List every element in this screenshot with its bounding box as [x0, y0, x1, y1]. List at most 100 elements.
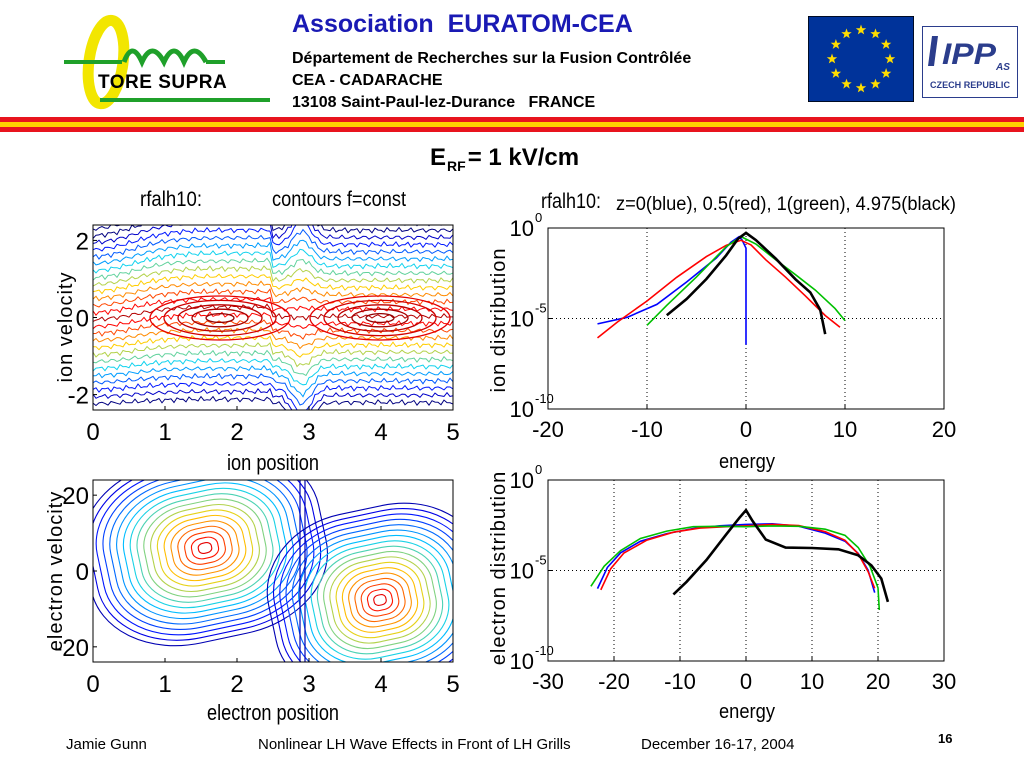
ion-contour-line	[93, 334, 453, 358]
eu-star-icon	[880, 68, 892, 78]
ion-contour-core	[323, 299, 437, 337]
ion-dist-y-tick-label: 10	[510, 307, 534, 332]
ion-dist-x-tick-label: -20	[532, 417, 564, 442]
electron-contour-loop	[298, 529, 453, 662]
ion-dist-x-tick-label: 0	[740, 417, 752, 442]
ion-dist-y-tick-exponent: -10	[535, 391, 554, 406]
ion-contour-core	[163, 299, 277, 337]
x-tick-label: 0	[86, 671, 99, 698]
x-tick-label: 0	[86, 419, 99, 446]
ion-contour-line	[93, 387, 453, 410]
x-tick-label: 5	[446, 419, 459, 446]
electron-contour-loop	[170, 520, 240, 576]
electron-contour-loop	[360, 583, 400, 617]
electron-contour-loop	[177, 525, 233, 571]
ion-contour-ylabel: ion velocity	[55, 272, 77, 383]
ipp-logo-text: IPP	[942, 38, 997, 71]
electron-contour-loop	[279, 513, 453, 662]
electron-contour-loop	[93, 480, 328, 647]
ion-contour-line	[93, 280, 453, 302]
electron-dist-x-tick-label: 30	[932, 669, 956, 694]
ion-dist-y-tick-exponent: 0	[535, 210, 542, 225]
x-tick-label: 1	[158, 671, 171, 698]
address-line: 13108 Saint-Paul-lez-Durance FRANCE	[292, 94, 596, 111]
electron-contour-loop	[266, 502, 453, 662]
ion-contour-line	[93, 311, 453, 330]
electron-dist-ylabel: electron distribution	[488, 471, 510, 665]
ion-contour-core	[191, 308, 249, 328]
electron-contour-separatrix	[299, 480, 306, 662]
ipp-logo-country: CZECH REPUBLIC	[930, 80, 1010, 90]
x-tick-label: 1	[158, 419, 171, 446]
electron-dist-series-line	[600, 523, 876, 591]
x-tick-label: 2	[230, 419, 243, 446]
electron-contour-field	[93, 480, 453, 662]
eu-star-icon	[826, 53, 838, 64]
electron-contour-loop	[143, 498, 267, 598]
eu-star-icon	[884, 53, 896, 64]
eu-star-icon	[870, 28, 881, 39]
header-stripe-yellow	[0, 122, 1024, 127]
ion-dist-title: rfalh10:	[541, 190, 601, 213]
x-tick-label: 2	[230, 671, 243, 698]
header-stripe-red	[0, 117, 1024, 122]
electron-contour-loop	[310, 540, 450, 660]
electron-contour-loop	[335, 561, 425, 639]
tore-supra-logo	[64, 14, 270, 110]
ion-contour-line	[93, 342, 453, 368]
ion-contour-line	[93, 265, 453, 287]
electron-contour-loop	[316, 545, 444, 655]
electron-contour-loop	[354, 577, 406, 623]
ion-contour-core	[365, 312, 395, 324]
electron-dist-xlabel: energy	[719, 701, 775, 723]
ion-dist-x-tick-label: -10	[631, 417, 663, 442]
slide-title: ERF= 1 kV/cm	[430, 144, 580, 174]
electron-dist-y-tick-exponent: 0	[535, 462, 542, 477]
ion-dist-y-tick-exponent: -5	[535, 301, 547, 316]
association-title: Association EURATOM-CEA	[292, 10, 633, 38]
electron-contour-frame	[92, 479, 454, 663]
tore-supra-logo-text: TORE SUPRA	[98, 72, 228, 93]
electron-contour-loop	[341, 567, 419, 633]
electron-dist-x-tick-label: 20	[866, 669, 890, 694]
ion-dist-series-line	[646, 235, 846, 326]
y-tick-label: -20	[54, 635, 89, 662]
electron-dist-x-tick-label: -10	[664, 669, 696, 694]
ion-contour-core	[205, 312, 235, 324]
page-number: 16	[938, 731, 953, 746]
ion-contour-line	[93, 225, 453, 245]
ion-contour-line	[93, 228, 453, 260]
eu-flag	[808, 16, 914, 102]
ion-contour-line	[93, 381, 453, 410]
electron-dist-y-tick-label: 10	[510, 649, 534, 674]
y-tick-label: 2	[76, 228, 89, 255]
electron-dist-x-tick-label: 0	[740, 669, 752, 694]
ion-contour-line	[93, 239, 453, 266]
ion-dist-subtitle: z=0(blue), 0.5(red), 1(green), 4.975(bla…	[616, 194, 956, 215]
electron-dist-series-line	[672, 508, 890, 603]
ion-dist-series-line	[665, 231, 827, 335]
ion-contour-field	[93, 225, 453, 410]
electron-dist-x-tick-label: -20	[598, 669, 630, 694]
ion-contour-title: rfalh10:	[140, 188, 202, 211]
footer-talk-title: Nonlinear LH Wave Effects in Front of LH…	[258, 736, 571, 753]
ipp-logo-as: AS	[995, 62, 1010, 73]
header-stripe-red-2	[0, 127, 1024, 132]
eu-star-icon	[841, 78, 852, 89]
ion-dist-y-tick-label: 10	[510, 397, 534, 422]
ion-contour-xlabel: ion position	[227, 450, 319, 475]
eu-star-icon	[830, 68, 842, 78]
ion-contour-core	[351, 308, 409, 328]
electron-contour-loop	[150, 504, 260, 592]
ion-contour-line	[93, 326, 453, 350]
ion-contour-line	[93, 395, 453, 410]
y-tick-label: 0	[76, 559, 89, 586]
ion-dist-x-tick-label: 20	[932, 417, 956, 442]
electron-contour-xlabel: electron position	[207, 700, 339, 725]
electron-contour-loop	[122, 482, 288, 614]
electron-contour-loop	[285, 518, 453, 662]
x-tick-label: 5	[446, 671, 459, 698]
ion-contour-core	[177, 304, 263, 332]
cea-line: CEA - CADARACHE	[292, 72, 443, 89]
